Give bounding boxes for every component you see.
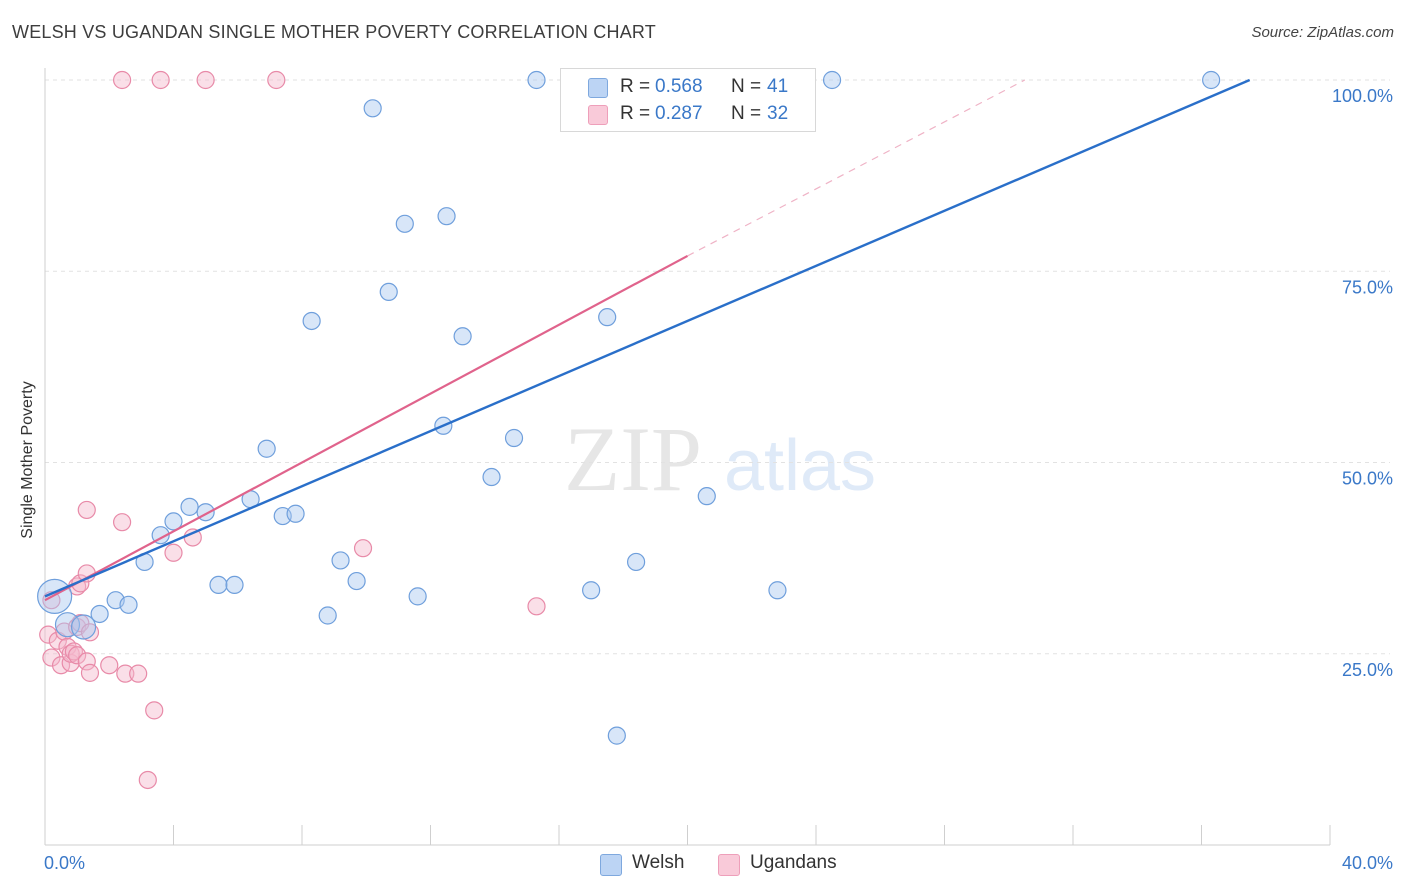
welsh-point (437, 207, 456, 226)
welsh-point (363, 99, 382, 118)
welsh-point (1202, 70, 1221, 90)
legend-row-ugandans: R = 0.287 N = 32 (561, 101, 815, 127)
chart-title: WELSH VS UGANDAN SINGLE MOTHER POVERTY C… (12, 22, 656, 42)
welsh-point (70, 614, 97, 640)
ugandans-point (77, 500, 96, 520)
legend-swatch-welsh (588, 78, 608, 98)
welsh-trend-line (44, 78, 1251, 598)
bottom-legend-swatch-welsh (600, 854, 622, 876)
ugandans-point (151, 70, 170, 90)
welsh-point (607, 726, 626, 745)
correlation-legend: R = 0.568 N = 41 R = 0.287 N = 32 (560, 68, 816, 132)
watermark: ZIP atlas (564, 408, 876, 510)
ugandans-point (80, 623, 100, 642)
welsh-point (318, 606, 337, 625)
welsh-point (395, 214, 414, 233)
grid-lines (45, 79, 1390, 655)
ugandans-point (353, 539, 373, 558)
welsh-point (768, 581, 787, 600)
y-tick-label: 75.0% (1342, 277, 1393, 297)
y-tick-label: 100.0% (1332, 86, 1393, 106)
x-tick-label-max: 40.0% (1342, 853, 1393, 873)
legend-r-value: 0.287 (655, 103, 703, 124)
bottom-legend-label-welsh: Welsh (632, 852, 685, 873)
legend-r-label: R = (620, 103, 651, 124)
ugandans-point (527, 597, 546, 616)
welsh-point (90, 604, 109, 624)
ugandans-point (42, 648, 61, 667)
welsh-point (527, 70, 546, 90)
source-label: Source: ZipAtlas.com (1251, 24, 1394, 41)
ugandans-points (39, 70, 546, 790)
welsh-point (408, 587, 427, 606)
welsh-point (164, 512, 183, 531)
legend-r-label: R = (620, 76, 651, 97)
ugandans-point (112, 513, 132, 532)
ugandans-point (80, 663, 100, 682)
welsh-points (37, 70, 1221, 745)
welsh-point (598, 308, 617, 327)
bottom-legend-label-ugandans: Ugandans (750, 852, 837, 873)
trend-lines (44, 78, 1251, 602)
legend-n-label: N = (731, 76, 762, 97)
y-tick-label: 50.0% (1342, 469, 1393, 489)
welsh-point (225, 575, 244, 595)
welsh-point (582, 581, 601, 600)
welsh-point (379, 282, 398, 302)
y-tick-label: 25.0% (1342, 660, 1393, 680)
y-tick-labels: 25.0% 50.0% 75.0% 100.0% (1332, 86, 1393, 680)
x-tick-label-min: 0.0% (44, 853, 85, 873)
watermark-zip: ZIP (564, 408, 702, 510)
ugandans-point (116, 664, 135, 683)
welsh-point (331, 551, 350, 570)
welsh-point (697, 487, 716, 506)
ugandans-point (61, 644, 80, 663)
legend-n-value: 41 (767, 76, 789, 97)
ugandans-point (196, 70, 215, 90)
welsh-point (209, 575, 228, 595)
welsh-point (37, 578, 73, 614)
ugandans-point (68, 646, 87, 665)
welsh-point (822, 70, 842, 90)
legend-n-label: N = (731, 103, 762, 124)
bottom-legend-swatch-ugandans (718, 854, 740, 876)
welsh-point (257, 439, 276, 458)
ugandans-point (129, 664, 148, 683)
welsh-point (180, 497, 199, 516)
x-tick-labels: 0.0% 40.0% (44, 853, 1393, 873)
ugandans-trend-line (44, 254, 689, 602)
legend-swatch-ugandans (588, 105, 608, 125)
welsh-point (347, 571, 366, 591)
welsh-point (504, 428, 524, 448)
ugandans-point (77, 652, 96, 671)
ugandans-point (145, 701, 164, 720)
x-ticks (44, 825, 1331, 845)
welsh-point (286, 504, 305, 523)
legend-row-welsh: R = 0.568 N = 41 (561, 74, 815, 100)
legend-r-value: 0.568 (655, 76, 703, 97)
ugandans-point (112, 70, 132, 90)
ugandans-point (267, 70, 286, 90)
legend-n-value: 32 (767, 103, 789, 124)
welsh-point (453, 327, 472, 346)
welsh-point (54, 612, 81, 638)
ugandans-point (100, 656, 119, 675)
welsh-point (119, 595, 138, 614)
welsh-point (626, 552, 646, 572)
welsh-point (482, 467, 501, 487)
watermark-atlas: atlas (724, 426, 876, 506)
ugandans-trend-extension (687, 79, 1026, 257)
ugandans-point (138, 770, 157, 790)
ugandans-point (164, 543, 183, 562)
y-axis-label: Single Mother Poverty (19, 381, 36, 539)
welsh-point (302, 311, 321, 331)
